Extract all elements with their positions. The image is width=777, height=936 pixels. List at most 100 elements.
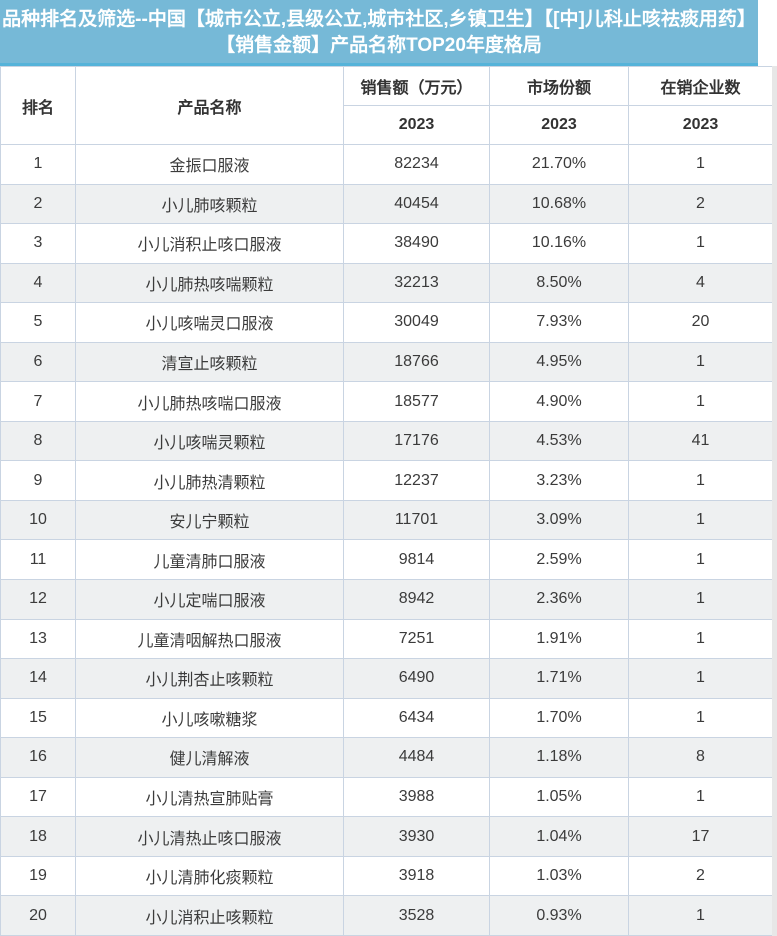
table-row: 2 小儿肺咳颗粒 40454 10.68% 2 (0, 183, 773, 225)
cell-rank: 20 (0, 895, 76, 936)
cell-rank: 5 (0, 302, 76, 343)
table-row: 3 小儿消积止咳口服液 38490 10.16% 1 (0, 223, 773, 264)
cell-rank: 1 (0, 144, 76, 185)
cell-sales: 3988 (343, 776, 490, 818)
cell-companies: 1 (628, 658, 773, 699)
cell-companies: 4 (628, 262, 773, 304)
cell-sales: 8942 (343, 579, 490, 620)
cell-companies: 1 (628, 776, 773, 818)
cell-rank: 10 (0, 499, 76, 541)
cell-share: 7.93% (489, 302, 629, 343)
table-row: 9 小儿肺热清颗粒 12237 3.23% 1 (0, 460, 773, 501)
cell-companies: 1 (628, 697, 773, 739)
cell-product: 小儿咳喘灵颗粒 (75, 420, 344, 462)
table-row: 5 小儿咳喘灵口服液 30049 7.93% 20 (0, 302, 773, 343)
cell-share: 8.50% (489, 262, 629, 304)
cell-sales: 4484 (343, 737, 490, 778)
cell-share: 10.16% (489, 223, 629, 264)
table-row: 15 小儿咳嗽糖浆 6434 1.70% 1 (0, 697, 773, 739)
table-row: 12 小儿定喘口服液 8942 2.36% 1 (0, 579, 773, 620)
table-row: 13 儿童清咽解热口服液 7251 1.91% 1 (0, 618, 773, 660)
table-row: 4 小儿肺热咳喘颗粒 32213 8.50% 4 (0, 262, 773, 304)
cell-share: 2.59% (489, 539, 629, 581)
cell-product: 小儿清热止咳口服液 (75, 816, 344, 857)
cell-companies: 1 (628, 539, 773, 581)
cell-companies: 17 (628, 816, 773, 857)
cell-product: 小儿定喘口服液 (75, 579, 344, 620)
cell-share: 4.95% (489, 341, 629, 383)
cell-product: 小儿咳嗽糖浆 (75, 697, 344, 739)
cell-sales: 6434 (343, 697, 490, 739)
cell-product: 小儿荆杏止咳颗粒 (75, 658, 344, 699)
table-row: 11 儿童清肺口服液 9814 2.59% 1 (0, 539, 773, 581)
cell-share: 1.71% (489, 658, 629, 699)
right-gutter (772, 66, 777, 936)
cell-sales: 38490 (343, 223, 490, 264)
cell-sales: 3918 (343, 855, 490, 897)
header-share: 市场份额 (489, 66, 629, 106)
cell-companies: 1 (628, 579, 773, 620)
cell-rank: 9 (0, 460, 76, 501)
cell-companies: 1 (628, 499, 773, 541)
cell-share: 10.68% (489, 183, 629, 225)
cell-share: 1.70% (489, 697, 629, 739)
cell-product: 金振口服液 (75, 144, 344, 185)
table-row: 20 小儿消积止咳颗粒 3528 0.93% 1 (0, 895, 773, 936)
header-rank: 排名 (0, 66, 76, 145)
cell-companies: 2 (628, 183, 773, 225)
table-row: 7 小儿肺热咳喘口服液 18577 4.90% 1 (0, 381, 773, 422)
cell-rank: 19 (0, 855, 76, 897)
table-row: 1 金振口服液 82234 21.70% 1 (0, 144, 773, 185)
cell-rank: 13 (0, 618, 76, 660)
cell-companies: 20 (628, 302, 773, 343)
table-row: 10 安儿宁颗粒 11701 3.09% 1 (0, 499, 773, 541)
cell-companies: 1 (628, 618, 773, 660)
cell-product: 小儿消积止咳口服液 (75, 223, 344, 264)
cell-sales: 11701 (343, 499, 490, 541)
cell-companies: 1 (628, 144, 773, 185)
cell-rank: 18 (0, 816, 76, 857)
cell-sales: 6490 (343, 658, 490, 699)
header-share-year: 2023 (489, 105, 629, 145)
table-row: 8 小儿咳喘灵颗粒 17176 4.53% 41 (0, 420, 773, 462)
cell-sales: 18577 (343, 381, 490, 422)
table-header: 排名 产品名称 销售额（万元） 市场份额 在销企业数 2023 2023 202… (0, 66, 773, 145)
cell-rank: 16 (0, 737, 76, 778)
cell-sales: 7251 (343, 618, 490, 660)
cell-sales: 17176 (343, 420, 490, 462)
cell-share: 1.05% (489, 776, 629, 818)
cell-rank: 8 (0, 420, 76, 462)
cell-product: 小儿清热宣肺贴膏 (75, 776, 344, 818)
ranking-table: 排名 产品名称 销售额（万元） 市场份额 在销企业数 2023 2023 202… (0, 66, 773, 936)
header-sales: 销售额（万元） (343, 66, 490, 106)
cell-sales: 12237 (343, 460, 490, 501)
cell-share: 1.03% (489, 855, 629, 897)
cell-share: 1.04% (489, 816, 629, 857)
cell-companies: 41 (628, 420, 773, 462)
cell-rank: 2 (0, 183, 76, 225)
cell-product: 小儿肺热咳喘口服液 (75, 381, 344, 422)
cell-product: 小儿清肺化痰颗粒 (75, 855, 344, 897)
cell-product: 儿童清肺口服液 (75, 539, 344, 581)
cell-rank: 17 (0, 776, 76, 818)
cell-product: 小儿肺热清颗粒 (75, 460, 344, 501)
cell-sales: 30049 (343, 302, 490, 343)
cell-sales: 40454 (343, 183, 490, 225)
cell-product: 小儿肺咳颗粒 (75, 183, 344, 225)
header-product: 产品名称 (75, 66, 344, 145)
header-sales-year: 2023 (343, 105, 490, 145)
title-bar: 品种排名及筛选--中国【城市公立,县级公立,城市社区,乡镇卫生】【[中]儿科止咳… (0, 0, 758, 66)
table-row: 17 小儿清热宣肺贴膏 3988 1.05% 1 (0, 776, 773, 818)
cell-product: 儿童清咽解热口服液 (75, 618, 344, 660)
cell-product: 安儿宁颗粒 (75, 499, 344, 541)
table-row: 18 小儿清热止咳口服液 3930 1.04% 17 (0, 816, 773, 857)
cell-share: 1.91% (489, 618, 629, 660)
cell-companies: 1 (628, 895, 773, 936)
cell-share: 21.70% (489, 144, 629, 185)
cell-sales: 32213 (343, 262, 490, 304)
cell-companies: 1 (628, 460, 773, 501)
table-row: 14 小儿荆杏止咳颗粒 6490 1.71% 1 (0, 658, 773, 699)
cell-product: 小儿肺热咳喘颗粒 (75, 262, 344, 304)
cell-companies: 1 (628, 223, 773, 264)
cell-rank: 7 (0, 381, 76, 422)
